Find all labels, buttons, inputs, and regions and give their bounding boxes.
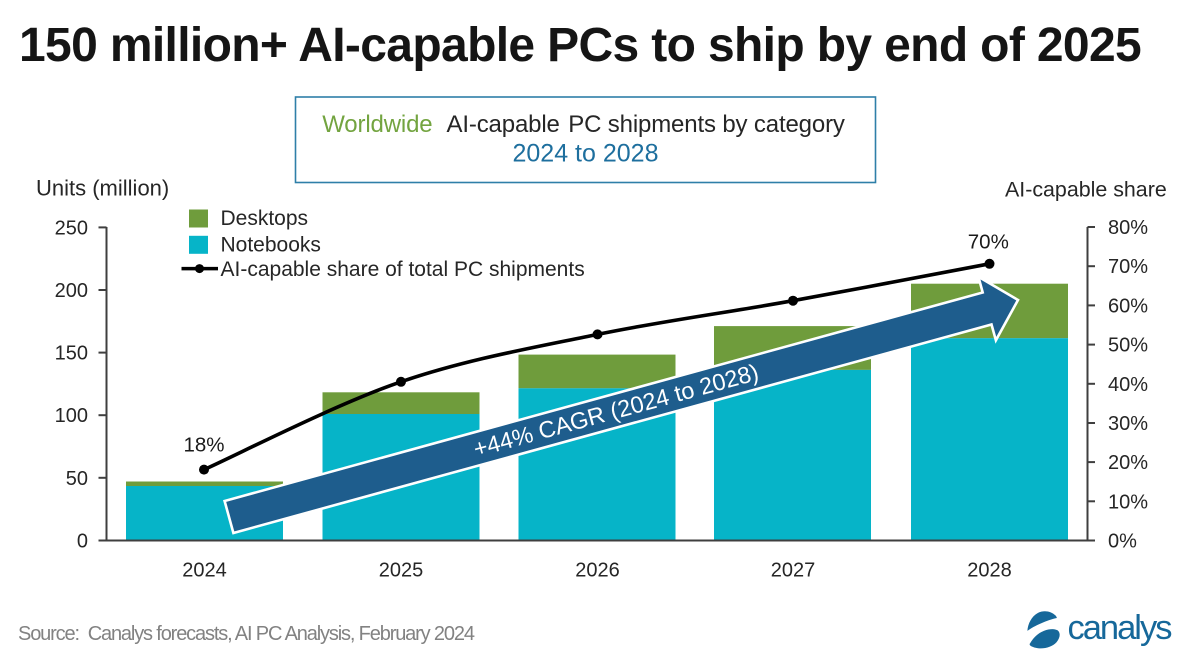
- svg-text:2026: 2026: [575, 559, 620, 581]
- svg-text:60%: 60%: [1108, 295, 1148, 317]
- svg-text:0%: 0%: [1108, 531, 1137, 553]
- svg-text:100: 100: [55, 405, 88, 427]
- svg-text:Units (million): Units (million): [36, 176, 169, 201]
- svg-text:18%: 18%: [183, 434, 224, 457]
- svg-text:2027: 2027: [771, 559, 816, 581]
- svg-text:40%: 40%: [1108, 374, 1148, 396]
- svg-text:10%: 10%: [1108, 491, 1148, 513]
- svg-text:AI-capable share: AI-capable share: [1005, 178, 1167, 202]
- svg-text:70%: 70%: [968, 230, 1009, 253]
- svg-text:0: 0: [77, 531, 88, 553]
- svg-text:2025: 2025: [379, 559, 424, 581]
- svg-text:50%: 50%: [1108, 335, 1148, 357]
- svg-text:2028: 2028: [967, 559, 1012, 581]
- svg-text:2024 to 2028: 2024 to 2028: [513, 140, 659, 168]
- svg-text:2024: 2024: [182, 559, 227, 581]
- svg-text:250: 250: [55, 217, 88, 239]
- svg-text:200: 200: [55, 280, 88, 302]
- svg-text:canalys: canalys: [1068, 609, 1172, 647]
- svg-text:20%: 20%: [1108, 452, 1148, 474]
- svg-text:AI-capable share of total PC s: AI-capable share of total PC shipments: [221, 258, 585, 281]
- svg-text:Notebooks: Notebooks: [221, 234, 321, 257]
- svg-text:50: 50: [66, 468, 88, 490]
- svg-text:150 million+ AI-capable PCs to: 150 million+ AI-capable PCs to ship by e…: [19, 19, 1141, 72]
- svg-text:Source: Canalys forecasts, AI: Source: Canalys forecasts, AI PC Analysi…: [18, 623, 475, 645]
- svg-text:30%: 30%: [1108, 413, 1148, 435]
- svg-text:80%: 80%: [1108, 217, 1148, 239]
- svg-text:150: 150: [55, 343, 88, 365]
- svg-text:Desktops: Desktops: [221, 207, 309, 230]
- svg-text:70%: 70%: [1108, 256, 1148, 278]
